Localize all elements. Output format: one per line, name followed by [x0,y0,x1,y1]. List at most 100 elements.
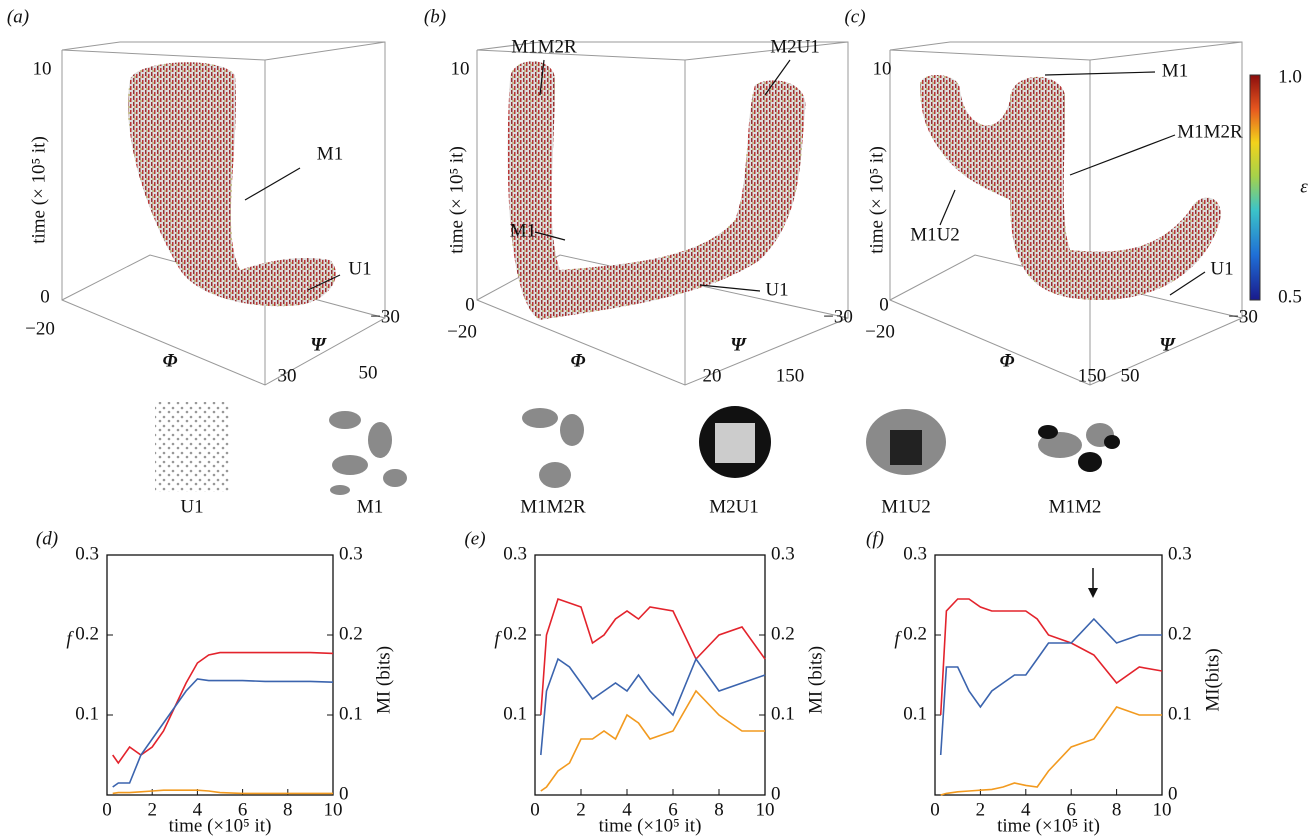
phi-tick-label: 150 [776,365,805,386]
y2-tick-label: 0.1 [339,703,363,724]
panel-3d-a-art [62,42,385,385]
x-tick-label: 0 [102,799,112,820]
y-tick-label: 0.2 [75,623,99,644]
pattern-label: M1U2 [881,496,931,517]
y2-tick-label: 0 [1168,783,1178,804]
psi-tick-label: −30 [1228,306,1258,327]
y2-tick-label: 0.2 [1168,623,1192,644]
panel-label: (f) [866,528,884,549]
panel-label: (e) [464,528,485,549]
psi-tick-label: −30 [823,306,853,327]
phi-tick-label: 150 [1078,365,1107,386]
series-line [941,707,1162,795]
phi-tick-label: −20 [447,321,477,342]
x-tick-label: 2 [976,799,986,820]
y2-tick-label: 0.3 [771,543,795,564]
y2-tick-label: 0.2 [339,623,363,644]
arrow-f [1088,568,1098,598]
panel-label: (c) [844,6,865,27]
pattern-label: U1 [180,496,203,517]
y-tick-label: 0.2 [903,623,927,644]
series-line [541,599,765,715]
annotation: U1 [1210,258,1233,279]
series-line [113,790,333,793]
z-tick-label: 10 [873,58,892,79]
x-tick-label: 0 [530,799,540,820]
panel-3d-c-art [890,42,1242,385]
pattern-label: M1M2 [1049,496,1102,517]
y2-tick-label: 0 [771,783,781,804]
psi-tick-label: 20 [703,365,722,386]
annotation: M1M2R [1177,121,1243,142]
annotation-leader [245,168,300,200]
series-line [941,619,1162,755]
annotation-leader [1070,135,1175,175]
z-tick-label: 0 [465,294,475,315]
series-line [541,691,765,791]
x-tick-label: 8 [283,799,293,820]
x-tick-label: 0 [930,799,940,820]
colorbar [1250,75,1260,300]
panel-3d-b-art [477,42,848,385]
colorbar-bottom: 0.5 [1278,286,1302,307]
y2-axis-label: MI (bits) [805,646,826,714]
x-axis-label: time (×10⁵ it) [599,815,702,836]
z-tick-label: 10 [33,58,52,79]
y-tick-label: 0.3 [75,543,99,564]
annotation: M1U2 [910,224,960,245]
y-tick-label: 0.3 [503,543,527,564]
pattern-label: M2U1 [709,496,759,517]
annotation-leader [940,190,955,225]
z-axis-label: time (× 10⁵ it) [446,146,467,254]
y2-tick-label: 0.3 [1168,543,1192,564]
phi-axis-label: Φ [1000,350,1015,371]
z-axis-label: time (× 10⁵ it) [28,136,49,244]
y-tick-label: 0.3 [903,543,927,564]
y2-tick-label: 0.3 [339,543,363,564]
psi-tick-label: 30 [278,365,297,386]
phi-axis-label: Φ [571,350,586,371]
psi-tick-label: −30 [370,306,400,327]
series-line [113,679,333,787]
x-tick-label: 8 [714,799,724,820]
annotation: M1 [1162,60,1188,81]
colorbar-label: ε [1300,176,1308,197]
y2-tick-label: 0.2 [771,623,795,644]
pattern-thumbnails [155,402,1120,495]
y2-tick-label: 0.1 [771,703,795,724]
phi-axis-label: Φ [163,350,178,371]
series-line [113,653,333,763]
annotation: M1M2R [511,36,577,57]
psi-axis-label: Ψ [730,334,747,355]
y-tick-label: 0.1 [75,703,99,724]
annotation: M1 [510,220,536,241]
panel-label: (a) [7,6,29,27]
y2-tick-label: 0.1 [1168,703,1192,724]
y2-axis-label: MI (bits) [373,646,394,714]
z-axis-label: time (× 10⁵ it) [866,146,887,254]
psi-axis-label: Ψ [310,334,327,355]
x-tick-label: 2 [576,799,586,820]
z-tick-label: 0 [879,294,889,315]
x-axis-label: time (×10⁵ it) [169,815,272,836]
y-axis-label: f [494,628,502,649]
y-axis-label: f [894,628,902,649]
plot-frame [535,555,765,795]
x-axis-label: time (×10⁵ it) [997,815,1100,836]
series-line [541,659,765,755]
pattern-label: M1 [357,496,383,517]
phi-tick-label: −20 [25,318,55,339]
figure: (a)time (× 10⁵ it)100Φ−2050Ψ30−30M1U1(b)… [0,0,1316,838]
y2-axis-label: MI(bits) [1202,648,1223,711]
plot-frame [107,555,333,795]
phi-tick-label: 50 [359,362,378,383]
z-tick-label: 10 [451,58,470,79]
psi-axis-label: Ψ [1159,334,1176,355]
annotation-leader [1045,72,1155,75]
panel-label: (d) [36,528,58,549]
y-tick-label: 0.1 [503,703,527,724]
colorbar-top: 1.0 [1278,66,1302,87]
y2-tick-label: 0 [339,783,349,804]
phi-tick-label: −20 [865,321,895,342]
annotation: U1 [348,258,371,279]
